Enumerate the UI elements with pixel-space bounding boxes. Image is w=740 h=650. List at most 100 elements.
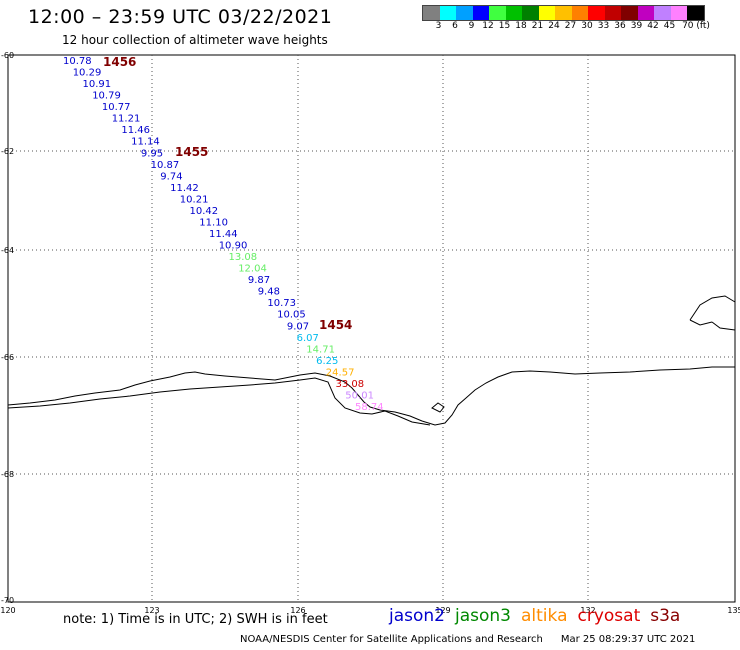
color-scale-label: 21 [531, 21, 544, 31]
color-scale-label: 6 [452, 21, 458, 31]
altimeter-track-values: 10.7810.2910.9110.7910.7711.2111.4611.14… [63, 56, 384, 413]
color-scale-label: 9 [468, 21, 475, 31]
coastline-ice-shelf [7, 377, 431, 426]
color-swatch-1 [439, 6, 456, 20]
map-frame [7, 54, 736, 603]
color-swatch-11 [604, 6, 621, 20]
wave-height-value: 24.57 [326, 367, 355, 378]
color-scale-labels: 3 6 9 12 15 18 21 24 27 30 33 36 39 42 45 70 (ft) [422, 21, 737, 33]
lon-tick-label: 132 [580, 606, 595, 615]
color-scale-label: 12 [482, 21, 494, 31]
color-swatch-3 [472, 6, 489, 20]
lon-tick-label: 129 [435, 606, 450, 615]
wave-height-value: 10.90 [219, 241, 248, 252]
satellite-legend: jason2 jason3 altika cryosat s3a [389, 606, 690, 626]
wave-height-value: 11.46 [121, 125, 150, 136]
wave-height-value: 10.05 [277, 310, 306, 321]
color-swatch-14 [654, 6, 671, 20]
coastline-small-island [431, 402, 445, 413]
lat-tick-label: -66 [1, 353, 14, 362]
wave-height-value: 10.73 [267, 298, 296, 309]
coastline-islands [689, 295, 736, 331]
page-subtitle: 12 hour collection of altimeter wave hei… [62, 33, 328, 47]
credit-line: NOAA/NESDIS Center for Satellite Applica… [240, 634, 695, 645]
color-swatch-8 [555, 6, 572, 20]
color-scale-label: 15 [498, 21, 511, 31]
lat-tick-label: -64 [1, 246, 14, 255]
wave-height-value: 11.44 [209, 229, 238, 240]
lon-tick-label: 120 [0, 606, 15, 615]
color-scale-label: 3 [435, 21, 442, 31]
color-swatch-10 [588, 6, 605, 20]
pass-number-label: 1456 [103, 55, 136, 69]
color-scale-label: 30 [581, 21, 593, 31]
wave-height-value: 9.48 [258, 287, 280, 298]
antarctic-coastline [7, 295, 736, 426]
lon-tick-label: 135 [727, 606, 740, 615]
graticule [8, 55, 735, 602]
wave-height-value: 10.21 [180, 194, 209, 205]
color-swatch-2 [456, 6, 473, 20]
wave-height-value: 9.95 [141, 148, 163, 159]
legend-s3a: s3a [650, 606, 681, 626]
color-scale-label: 39 [630, 21, 643, 31]
legend-altika: altika [521, 606, 568, 626]
color-swatch-9 [571, 6, 588, 20]
wave-height-value: 9.07 [287, 321, 309, 332]
wave-height-value: 12.04 [238, 264, 267, 275]
wave-height-value: 9.74 [160, 171, 182, 182]
color-swatch-13 [637, 6, 654, 20]
pass-labels: 1456 1455 1454 [103, 55, 352, 332]
color-scale-label: 33 [597, 21, 610, 31]
credit-text: NOAA/NESDIS Center for Satellite Applica… [240, 634, 543, 645]
wave-height-value: 11.21 [112, 114, 141, 125]
lat-tick-label: -68 [1, 470, 14, 479]
color-scale-label: 42 [647, 21, 659, 31]
footnote: note: 1) Time is in UTC; 2) SWH is in fe… [63, 612, 328, 627]
pass-number-label: 1454 [319, 318, 352, 332]
lon-tick-label: 126 [290, 606, 305, 615]
wave-height-value: 10.29 [73, 68, 102, 79]
legend-cryosat: cryosat [577, 606, 641, 626]
legend-jason3: jason3 [455, 606, 511, 626]
wave-height-value: 10.78 [63, 56, 92, 67]
color-swatch-12 [621, 6, 638, 20]
wave-height-value: 58.74 [355, 402, 384, 413]
color-swatch-6 [522, 6, 539, 20]
color-swatch-0 [423, 6, 440, 20]
color-scale-label: 24 [548, 21, 560, 31]
wave-height-value: 11.42 [170, 183, 199, 194]
wave-height-value: 6.25 [316, 356, 338, 367]
color-swatch-4 [489, 6, 506, 20]
color-scale-bar [422, 5, 705, 21]
color-scale-label: 70 (ft) [682, 21, 710, 31]
color-swatch-15 [670, 6, 687, 20]
coastline-main [7, 366, 735, 426]
color-scale-label: 45 [663, 21, 676, 31]
wave-height-value: 9.87 [248, 275, 270, 286]
lat-tick-label: -60 [1, 51, 14, 60]
page-title: 12:00 – 23:59 UTC 03/22/2021 [28, 6, 333, 28]
wave-height-value: 50.01 [345, 391, 374, 402]
color-scale-label: 36 [614, 21, 626, 31]
wave-height-value: 10.91 [83, 79, 112, 90]
wave-height-value: 33.08 [336, 379, 365, 390]
wave-height-value: 10.42 [190, 206, 219, 217]
color-swatch-7 [538, 6, 555, 20]
color-scale-label: 18 [515, 21, 527, 31]
lat-tick-label: -70 [1, 596, 14, 605]
wave-height-value: 14.71 [306, 344, 335, 355]
lon-tick-label: 123 [144, 606, 159, 615]
wave-height-value: 13.08 [229, 252, 258, 263]
legend-jason2: jason2 [389, 606, 445, 626]
wave-height-value: 10.79 [92, 91, 121, 102]
wave-height-value: 10.77 [102, 102, 131, 113]
wave-height-value: 10.87 [151, 160, 180, 171]
pass-number-label: 1455 [175, 145, 208, 159]
wave-height-value: 6.07 [297, 333, 319, 344]
color-scale-label: 27 [564, 21, 577, 31]
color-swatch-16 [687, 6, 704, 20]
color-swatch-5 [505, 6, 522, 20]
